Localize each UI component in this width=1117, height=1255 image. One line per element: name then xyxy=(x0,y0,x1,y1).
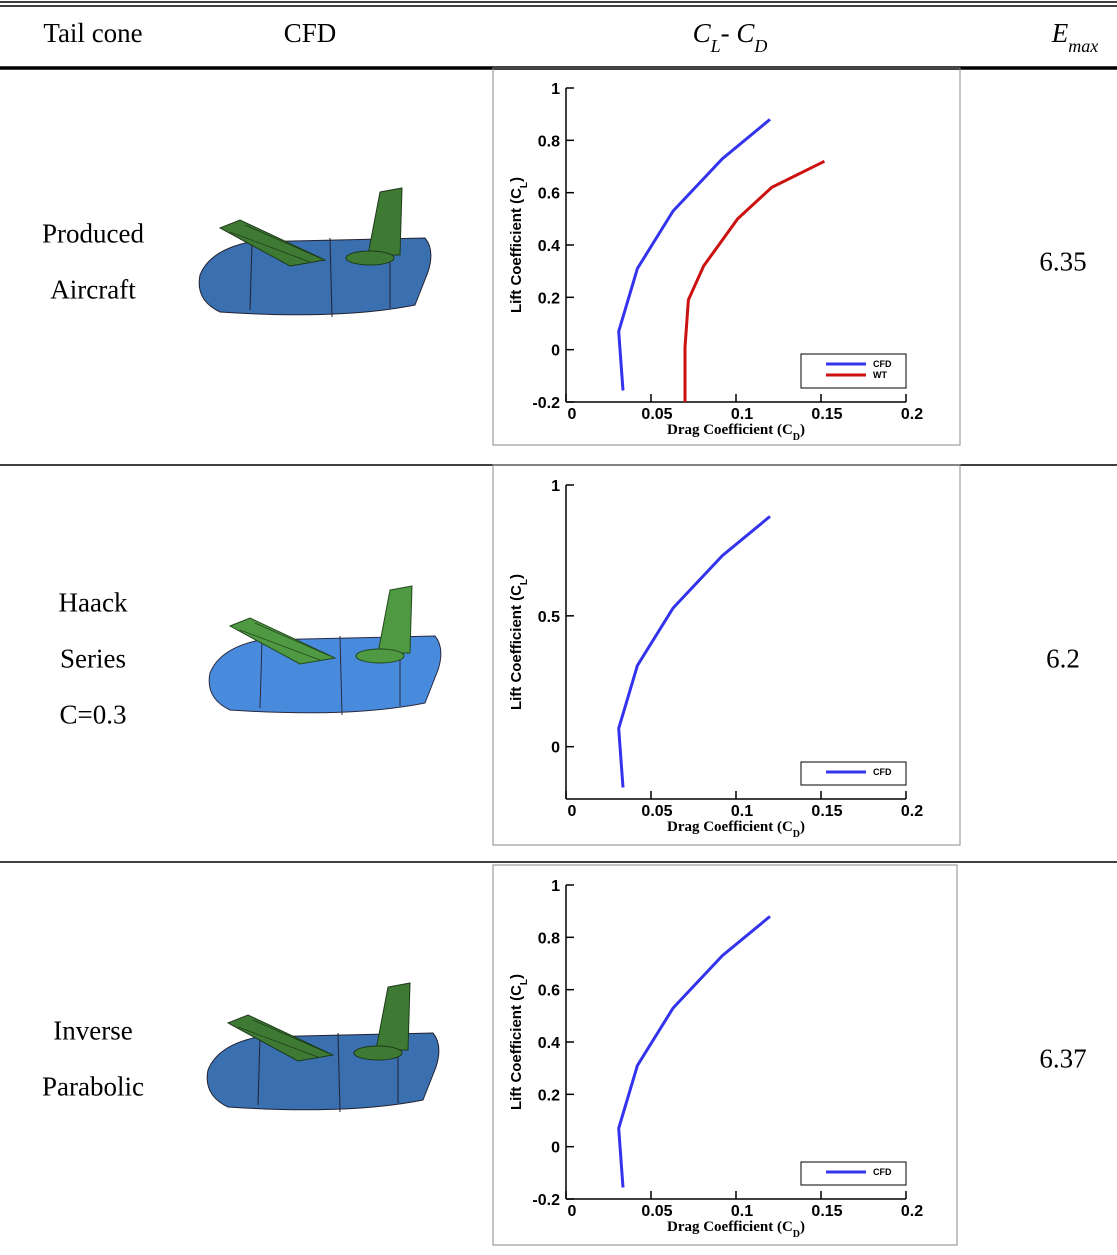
x-tick-label: 0.2 xyxy=(901,1203,923,1220)
y-tick-label: 0 xyxy=(551,740,560,757)
subscript: D xyxy=(793,1229,800,1240)
y-tick-label: 0.8 xyxy=(538,930,560,947)
row-name: Produced xyxy=(42,219,144,249)
text-part: ) xyxy=(508,574,525,579)
y-tick-label: 0.6 xyxy=(538,983,560,1000)
text-part: ) xyxy=(800,1219,805,1235)
row-name: Series xyxy=(60,644,126,674)
y-tick-label: 0.4 xyxy=(538,1035,560,1052)
text-part: Lift Coefficient (C xyxy=(508,188,525,313)
text-part: - C xyxy=(721,18,756,48)
y-tick-label: 1 xyxy=(551,478,560,495)
x-tick-label: 0 xyxy=(568,406,577,423)
row-name: Inverse xyxy=(53,1016,132,1046)
x-tick-label: 0.15 xyxy=(811,406,842,423)
series-line xyxy=(619,516,770,787)
text-part: ) xyxy=(800,819,805,835)
table-page: Tail coneCFDCL- CDEmaxProducedAircraft6.… xyxy=(0,0,1117,1255)
y-tick-label: 0 xyxy=(551,1140,560,1157)
x-tick-label: 0.2 xyxy=(901,803,923,820)
row-name: C=0.3 xyxy=(60,700,127,730)
text-part: C xyxy=(693,18,712,48)
x-tick-label: 0.05 xyxy=(641,1203,672,1220)
text-part: Lift Coefficient (C xyxy=(508,585,525,710)
x-tick-label: 0.05 xyxy=(641,803,672,820)
x-tick-label: 0.2 xyxy=(901,406,923,423)
y-tick-label: 0.5 xyxy=(538,609,560,626)
legend-label: CFD xyxy=(873,767,892,777)
x-tick-label: 0.15 xyxy=(811,803,842,820)
x-axis-label: Drag Coefficient (CD) xyxy=(667,819,805,840)
x-tick-label: 0 xyxy=(568,1203,577,1220)
series-line xyxy=(619,916,770,1187)
x-axis-label: Drag Coefficient (CD) xyxy=(667,1219,805,1240)
subscript: max xyxy=(1068,36,1098,56)
chart-frame xyxy=(493,465,960,845)
row-name: Aircraft xyxy=(50,275,136,305)
cfd-image xyxy=(199,188,431,317)
y-tick-label: -0.2 xyxy=(532,1192,560,1209)
subscript: D xyxy=(793,432,800,443)
chart-frame xyxy=(493,865,957,1245)
text-part: ) xyxy=(508,177,525,182)
y-tick-label: 0.4 xyxy=(538,238,560,255)
text-part: ) xyxy=(800,422,805,438)
text-part: ) xyxy=(508,974,525,979)
x-axis-label: Drag Coefficient (CD) xyxy=(667,422,805,443)
legend-label: WT xyxy=(873,370,887,380)
x-tick-label: 0.1 xyxy=(731,803,753,820)
text-part: Tail cone xyxy=(43,18,142,48)
column-header: Tail cone xyxy=(43,18,142,48)
emax-value: 6.2 xyxy=(1046,644,1080,674)
x-tick-label: 0.1 xyxy=(731,1203,753,1220)
text-part: E xyxy=(1051,18,1069,48)
cfd-image xyxy=(207,983,439,1112)
row-name: Haack xyxy=(59,588,128,618)
y-tick-label: 0.6 xyxy=(538,186,560,203)
series-line xyxy=(619,119,770,390)
y-axis-label: Lift Coefficient (CL) xyxy=(508,974,530,1110)
legend-label: CFD xyxy=(873,1167,892,1177)
text-part: Drag Coefficient (C xyxy=(667,1219,793,1235)
y-tick-label: 1 xyxy=(551,878,560,895)
subscript: D xyxy=(793,829,800,840)
emax-value: 6.37 xyxy=(1039,1044,1086,1074)
subscript: D xyxy=(753,36,767,56)
text-part: Lift Coefficient (C xyxy=(508,985,525,1110)
legend-label: CFD xyxy=(873,359,892,369)
y-axis-label: Lift Coefficient (CL) xyxy=(508,177,530,313)
y-tick-label: 0.2 xyxy=(538,290,560,307)
x-tick-label: 0 xyxy=(568,803,577,820)
column-header: CFD xyxy=(284,18,337,48)
y-tick-label: -0.2 xyxy=(532,395,560,412)
text-part: CFD xyxy=(284,18,337,48)
y-tick-label: 0 xyxy=(551,343,560,360)
emax-value: 6.35 xyxy=(1039,247,1086,277)
row-name: Parabolic xyxy=(42,1072,144,1102)
text-part: Drag Coefficient (C xyxy=(667,819,793,835)
column-header: Emax xyxy=(1051,18,1099,56)
y-axis-label: Lift Coefficient (CL) xyxy=(508,574,530,710)
column-header: CL- CD xyxy=(693,18,768,56)
cfd-image xyxy=(209,586,441,715)
text-part: Drag Coefficient (C xyxy=(667,422,793,438)
y-tick-label: 0.8 xyxy=(538,133,560,150)
x-tick-label: 0.05 xyxy=(641,406,672,423)
x-tick-label: 0.15 xyxy=(811,1203,842,1220)
y-tick-label: 0.2 xyxy=(538,1087,560,1104)
subscript: L xyxy=(710,36,721,56)
y-tick-label: 1 xyxy=(551,81,560,98)
x-tick-label: 0.1 xyxy=(731,406,753,423)
